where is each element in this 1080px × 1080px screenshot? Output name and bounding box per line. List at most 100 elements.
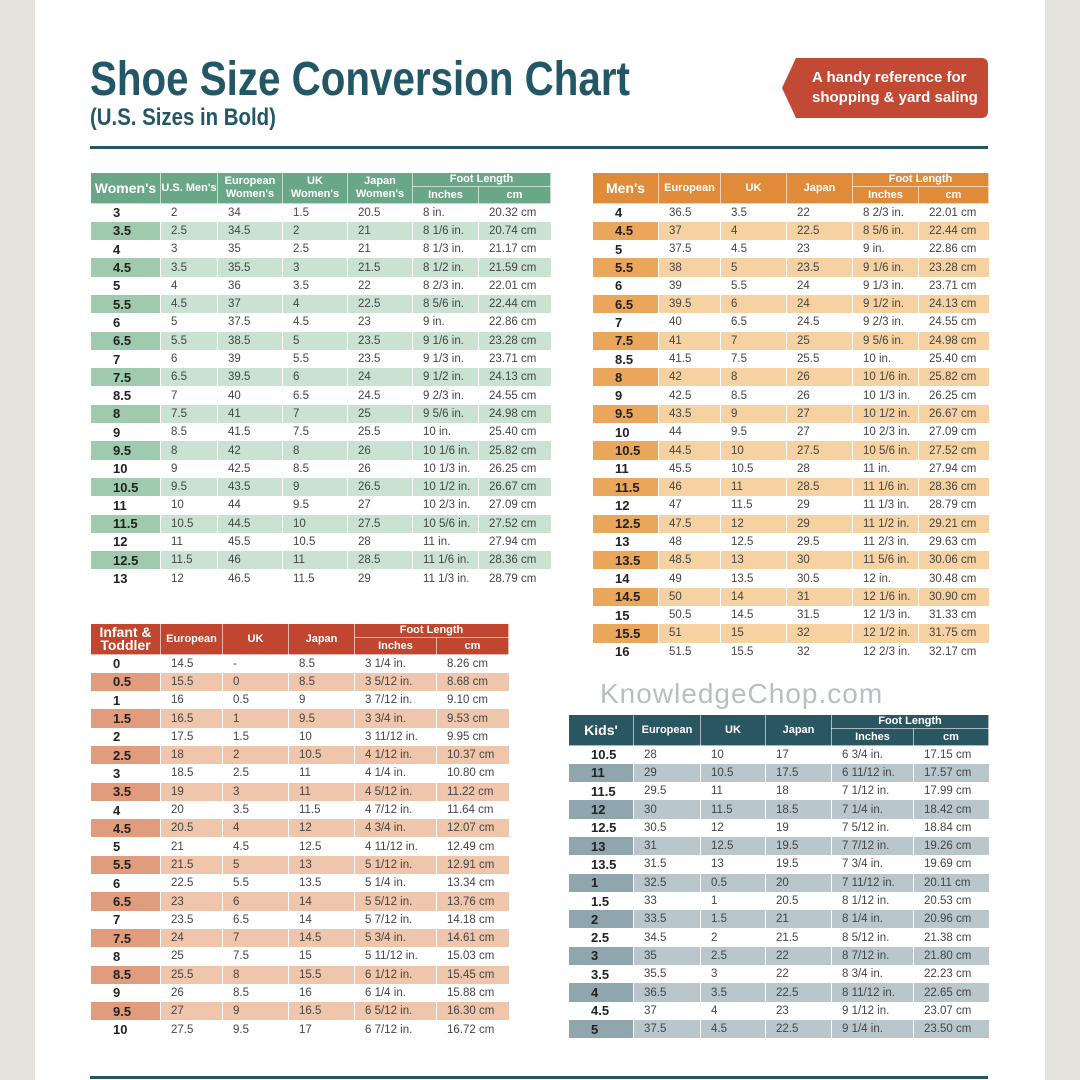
table-row: 6 39 5.5 24 9 1/3 in. 23.71 cm [592, 276, 989, 295]
size-cell: 10.5 [700, 763, 766, 783]
us-size-cell: 12.5 [90, 551, 161, 570]
table-row: 3.5 2.5 34.5 2 21 8 1/6 in. 20.74 cm [90, 221, 551, 241]
size-cell: 32.5 [633, 873, 701, 892]
column-header: Infant & Toddler [90, 623, 161, 655]
size-cell: 9 1/12 in. [831, 1001, 914, 1020]
size-cell: 18 [765, 782, 832, 801]
table-row: 13 48 12.5 29.5 11 2/3 in. 29.63 cm [592, 532, 989, 552]
size-cell: 11 [288, 764, 355, 783]
size-cell: 23.5 [347, 349, 413, 369]
table-row: 12 30 11.5 18.5 7 1/4 in. 18.42 cm [568, 800, 989, 819]
size-cell: 27 [347, 496, 413, 515]
us-size-cell: 13 [592, 532, 659, 552]
size-cell: 31.33 cm [917, 606, 989, 625]
size-cell: 10.5 [160, 514, 218, 533]
size-cell: 29 [786, 496, 853, 515]
size-cell: 23.5 [347, 331, 413, 350]
size-cell: 29.63 cm [917, 532, 989, 552]
table-row: 6 22.5 5.5 13.5 5 1/4 in. 13.34 cm [90, 874, 509, 893]
size-cell: 28 [347, 532, 413, 552]
size-cell: 9.5 [720, 423, 787, 442]
table-row: 6.5 39.5 6 24 9 1/2 in. 24.13 cm [592, 294, 989, 314]
size-cell: 3 1/4 in. [354, 654, 437, 673]
table-row: 6.5 23 6 14 5 5/12 in. 13.76 cm [90, 892, 509, 911]
size-cell: 17.15 cm [912, 745, 989, 764]
table-row: 14.5 50 14 31 12 1/6 in. 30.90 cm [592, 587, 989, 607]
table-row: 10 9 42.5 8.5 26 10 1/3 in. 26.25 cm [90, 459, 551, 478]
size-cell: 9.5 [282, 496, 348, 515]
size-cell: 37 [658, 221, 721, 241]
size-cell: 16.5 [160, 709, 223, 728]
table-row: 1.5 16.5 1 9.5 3 3/4 in. 9.53 cm [90, 709, 509, 728]
size-cell: 43.5 [658, 404, 721, 424]
size-cell: 26.5 [347, 477, 413, 497]
size-cell: 46 [658, 477, 721, 497]
size-cell: 17.5 [765, 763, 832, 783]
size-cell: 28.79 cm [477, 569, 551, 588]
size-cell: 10 1/2 in. [852, 404, 919, 424]
size-cell: 13.34 cm [435, 874, 509, 893]
table-row: 11.5 10.5 44.5 10 27.5 10 5/6 in. 27.52 cm [90, 514, 551, 533]
size-cell: 20.5 [160, 819, 223, 838]
us-size-cell: 10 [90, 459, 161, 478]
table-row: 15 50.5 14.5 31.5 12 1/3 in. 31.33 cm [592, 606, 989, 625]
size-cell: 6 3/4 in. [831, 745, 914, 764]
table-row: 0 14.5-8.5 3 1/4 in. 8.26 cm [90, 654, 509, 673]
column-header: European [160, 623, 223, 655]
size-cell: 22 [347, 276, 413, 295]
size-cell: 9 2/3 in. [412, 386, 479, 405]
size-cell: 22.5 [786, 221, 853, 241]
table-row: 3 18.5 2.5 11 4 1/4 in. 10.80 cm [90, 764, 509, 783]
size-cell: 6 1/12 in. [354, 965, 437, 984]
table-row: 12.5 47.5 12 29 11 1/2 in. 29.21 cm [592, 514, 989, 533]
size-cell: 15.5 [160, 672, 223, 692]
size-cell: 9 1/2 in. [852, 294, 919, 314]
size-cell: 32.17 cm [917, 642, 989, 661]
us-size-cell: 4.5 [568, 1001, 634, 1020]
size-cell: 39.5 [658, 294, 721, 314]
size-cell: 5.5 [720, 276, 787, 295]
us-size-cell: 6.5 [90, 331, 161, 350]
size-cell: 14 [288, 892, 355, 911]
size-cell: 23.71 cm [477, 349, 551, 369]
size-cell: 16.72 cm [435, 1020, 509, 1039]
table-row: 7 23.5 6.5 14 5 7/12 in. 14.18 cm [90, 910, 509, 929]
table-row: 10 27.5 9.5 17 6 7/12 in. 16.72 cm [90, 1020, 509, 1039]
size-cell: 5 3/4 in. [354, 928, 437, 948]
size-cell: 11.5 [288, 800, 355, 820]
size-cell: 28.5 [786, 477, 853, 497]
header-row: Kids' European UK Japan Foot Length [568, 714, 990, 746]
size-cell: 33.5 [633, 910, 701, 929]
table-row: 3 2 34 1.5 20.5 8 in. 20.32 cm [90, 203, 551, 222]
infant-toddler-size-table: Infant & Toddler European UK Japan Foot Leng… [90, 623, 510, 1039]
bottom-divider [90, 1076, 988, 1079]
us-size-cell: 11 [568, 763, 634, 783]
size-cell: 9 in. [412, 313, 479, 332]
inches-header: Inches [852, 186, 919, 204]
size-cell: 10 5/6 in. [412, 514, 479, 533]
us-size-cell: 6.5 [592, 294, 659, 314]
size-cell: 16.30 cm [435, 1002, 509, 1021]
size-cell: 13 [700, 855, 766, 874]
us-size-cell: 4.5 [592, 221, 659, 241]
size-cell: 34 [217, 203, 283, 222]
size-cell: 29.5 [786, 532, 853, 552]
page-subtitle: (U.S. Sizes in Bold) [90, 104, 276, 131]
size-cell: 9.5 [222, 1020, 289, 1039]
size-cell: 1.5 [700, 910, 766, 929]
size-cell: 6 11/12 in. [831, 763, 914, 783]
size-cell: 10 1/2 in. [412, 477, 479, 497]
size-cell: 22.23 cm [912, 965, 989, 984]
size-cell: 1 [222, 709, 289, 728]
size-cell: 15.5 [720, 642, 787, 661]
size-cell: 48 [658, 532, 721, 552]
size-cell: 27.5 [160, 1020, 223, 1039]
size-cell: 12.49 cm [435, 837, 509, 856]
table-row: 4 36.5 3.5 22 8 2/3 in. 22.01 cm [592, 203, 989, 222]
size-cell: 8 5/6 in. [412, 294, 479, 314]
us-size-cell: 3.5 [90, 782, 161, 801]
size-cell: 41 [217, 404, 283, 424]
size-cell: 21.38 cm [912, 928, 989, 947]
table-row: 8.5 7 40 6.5 24.5 9 2/3 in. 24.55 cm [90, 386, 551, 405]
size-cell: 11 1/2 in. [852, 514, 919, 533]
